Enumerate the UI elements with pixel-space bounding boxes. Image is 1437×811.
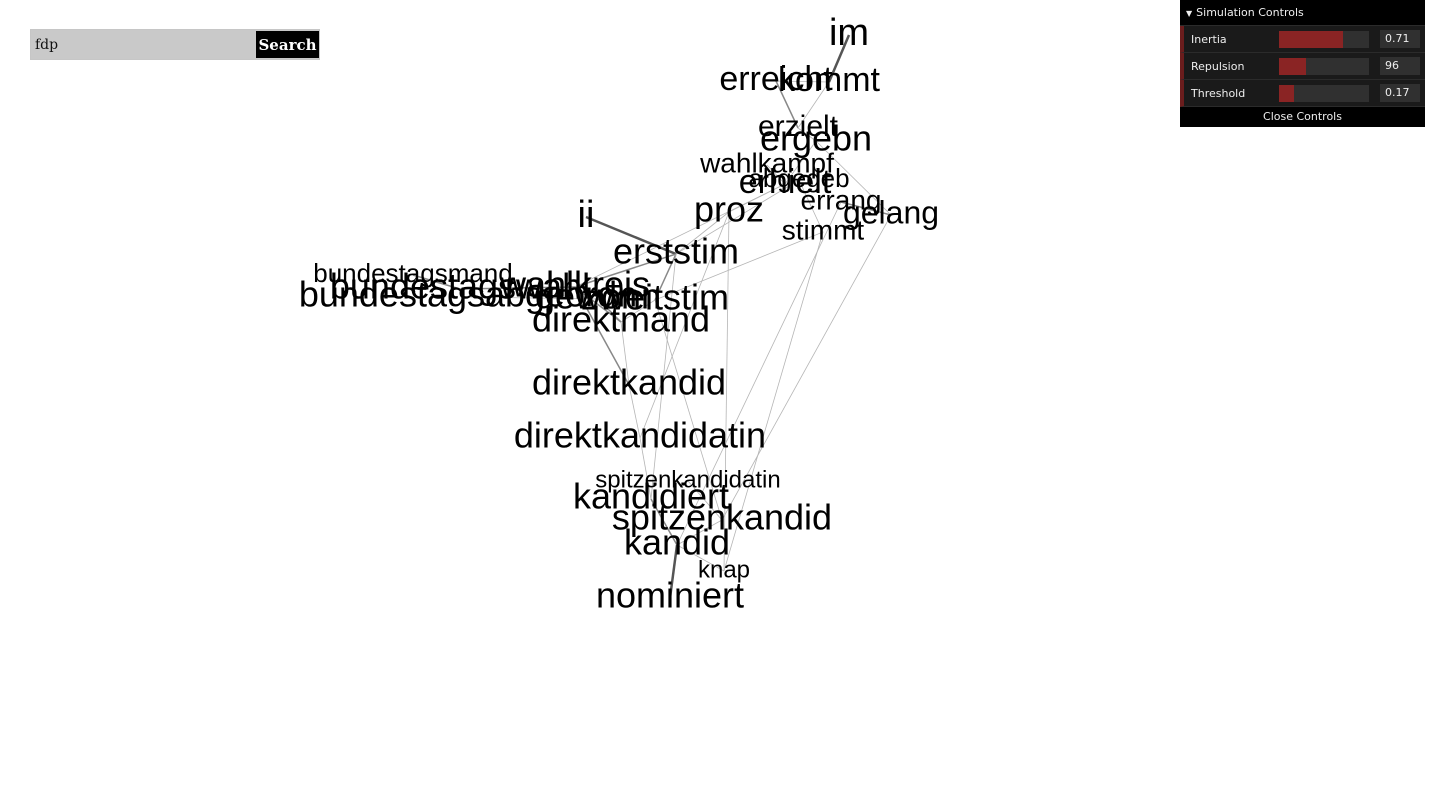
word-node-erzielt[interactable]: erzielt [758,110,839,143]
word-node-gewonn[interactable]: gewonn [535,276,661,317]
graph-link [840,201,892,216]
graph-link [797,81,830,129]
graph-link [687,480,723,521]
graph-link [676,544,725,572]
graph-link [574,286,630,386]
graph-link [467,296,599,300]
graph-link [675,211,730,255]
graph-link [620,321,630,386]
graph-link [574,286,622,323]
word-node-erhielt[interactable]: erhielt [739,163,832,201]
graph-link [675,179,800,255]
word-node-errang[interactable]: errang [801,184,882,215]
word-node-nominiert[interactable]: nominiert [596,575,744,616]
search-input[interactable] [31,30,254,59]
caret-down-icon: ▼ [1186,8,1193,18]
graph-link [650,253,677,500]
word-node-zweitstim[interactable]: zweitstim [581,277,729,318]
control-row-inertia: Inertia 0.71 [1180,26,1425,53]
word-node-direktkandidatin[interactable]: direktkandidatin [514,415,766,456]
graph-link [459,286,576,290]
graph-link [723,211,730,572]
slider-fill [1279,85,1295,102]
controls-title: Simulation Controls [1196,6,1304,19]
word-node-gelang[interactable]: gelang [843,194,939,230]
graph-link [639,437,652,500]
graph-link [574,253,677,288]
graph-link [766,164,786,185]
word-node-bundestagswahl[interactable]: bundestagswahl [330,266,590,307]
graph-link [721,214,892,521]
word-node-ii[interactable]: ii [578,194,595,236]
word-node-bundestagsmand[interactable]: bundestagsmand [313,258,512,288]
word-node-kandid[interactable]: kandid [624,522,730,563]
graph-link [668,544,679,599]
close-controls-button[interactable]: Close Controls [1263,110,1342,123]
inertia-slider[interactable] [1279,31,1369,48]
word-node-direktmand[interactable]: direktmand [532,299,710,340]
word-node-erststim[interactable]: erststim [613,231,739,272]
control-row-repulsion: Repulsion 96 [1180,53,1425,80]
graph-link [654,231,824,301]
graph-link [639,211,730,439]
word-node-wahlkreis[interactable]: wahlkreis [499,264,650,305]
word-node-direktkandid[interactable]: direktkandid [532,362,726,403]
graph-links [412,34,892,599]
graph-link [597,298,622,323]
word-node-spitzenkandidatin[interactable]: spitzenkandidatin [595,466,780,493]
word-node-ergebn[interactable]: ergebn [760,118,872,159]
word-node-im[interactable]: im [829,12,869,54]
graph-link [654,253,677,301]
word-node-erreicht[interactable]: erreicht [719,60,833,98]
word-node-knap[interactable]: knap [698,556,750,583]
repulsion-value-input[interactable]: 96 [1380,57,1420,75]
graph-link [798,179,824,233]
graph-link [723,231,824,572]
word-node-proz[interactable]: proz [694,189,764,230]
controls-header[interactable]: ▼ Simulation Controls [1180,0,1425,26]
repulsion-slider[interactable] [1279,58,1369,75]
graph-link [620,299,656,323]
control-label: Threshold [1191,87,1246,100]
word-node-stimmt[interactable]: stimmt [782,214,865,245]
control-row-threshold: Threshold 0.17 [1180,80,1425,107]
threshold-value-input[interactable]: 0.17 [1380,84,1420,102]
threshold-slider[interactable] [1279,85,1369,102]
graph-link [628,384,641,439]
graph-link [412,274,461,290]
graph-link [654,299,723,521]
inertia-value-input[interactable]: 0.71 [1380,30,1420,48]
search-bar: Search [30,29,320,60]
simulation-controls-panel: ▼ Simulation Controls Inertia 0.71 Repuls… [1180,0,1425,127]
graph-link [775,80,799,129]
word-node-spitzenkandid[interactable]: spitzenkandid [612,497,832,538]
graph-link [827,34,851,83]
word-node-wahlkampf[interactable]: wahlkampf [699,147,834,178]
word-node-bundestagsabgeordn[interactable]: bundestagsabgeordn [299,274,637,315]
graph-link [676,519,723,546]
word-node-abgegeb[interactable]: abgegeb [748,163,849,193]
search-button[interactable]: Search [256,31,319,58]
slider-fill [1279,58,1306,75]
graph-link [784,140,817,185]
control-label: Repulsion [1191,60,1245,73]
graph-link [775,80,830,83]
word-node-kommt[interactable]: kommt [778,61,881,99]
control-label: Inertia [1191,33,1227,46]
graph-link [815,140,892,216]
graph-link [676,201,842,546]
slider-fill [1279,31,1343,48]
word-node-kandidiert[interactable]: kandidiert [573,476,729,517]
graph-link [585,215,677,256]
graph-link [574,183,786,288]
graph-link [797,127,817,142]
graph-link [650,498,678,546]
